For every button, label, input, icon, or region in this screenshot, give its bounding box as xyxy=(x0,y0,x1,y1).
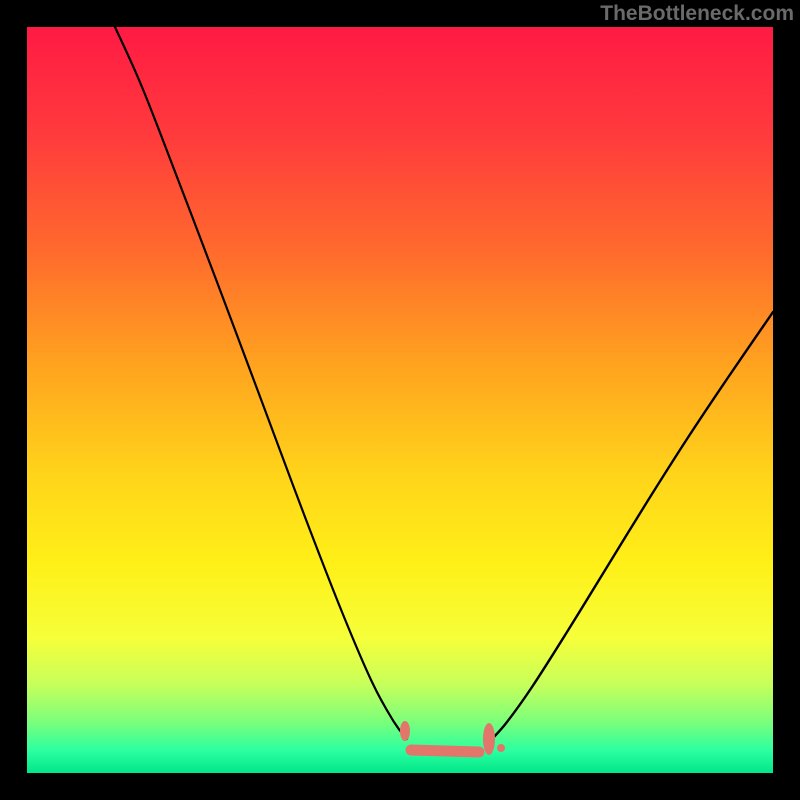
gradient-background xyxy=(27,27,773,773)
watermark-text: TheBottleneck.com xyxy=(600,2,794,26)
cluster-left-tick xyxy=(400,721,410,741)
cluster-segment xyxy=(411,750,479,752)
cluster-right-dot xyxy=(497,744,505,752)
chart-container: TheBottleneck.com xyxy=(0,0,800,800)
cluster-right-blob xyxy=(483,723,495,755)
bottleneck-chart xyxy=(0,0,800,800)
